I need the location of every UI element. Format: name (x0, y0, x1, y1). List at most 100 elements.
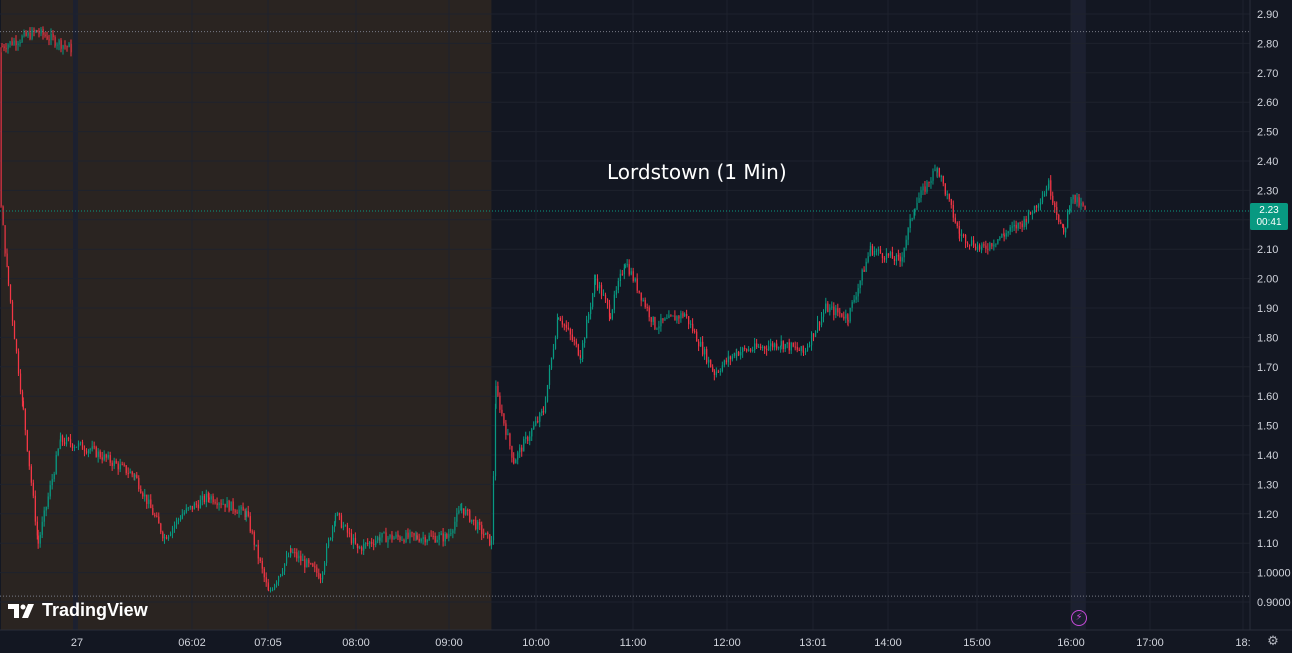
candle-body (9, 41, 11, 45)
x-tick-label: 27 (71, 637, 83, 649)
candle-body (903, 248, 905, 258)
candle-body (346, 525, 349, 533)
candle-body (733, 353, 736, 357)
candle-body (686, 313, 688, 317)
candle-body (727, 356, 730, 363)
candle-body (729, 356, 732, 360)
candle-body (700, 341, 702, 347)
candle-body (1041, 196, 1044, 203)
candle-body (642, 299, 644, 301)
y-tick-label: 2.10 (1257, 244, 1278, 256)
candle-body (696, 331, 698, 342)
candle-body (802, 346, 804, 352)
candle-body (835, 308, 837, 316)
candle-body (694, 331, 696, 333)
candle-body (36, 30, 38, 33)
candle-body (873, 250, 876, 255)
candle-body (501, 409, 503, 414)
candle-body (676, 316, 678, 321)
candle-body (1013, 224, 1015, 227)
candle-body (952, 204, 954, 218)
candle-body (527, 437, 529, 442)
candle-body (991, 243, 993, 247)
candle-body (73, 447, 76, 449)
candle-body (322, 572, 324, 580)
candle-body (632, 271, 634, 281)
candle-body (444, 533, 446, 542)
candle-body (304, 559, 306, 568)
candle-body (668, 315, 670, 319)
candle-body (1058, 214, 1060, 222)
lightning-icon[interactable]: ⚡ (1071, 610, 1087, 626)
candle-body (115, 460, 117, 464)
candle-body (61, 435, 64, 443)
candle-body (26, 430, 28, 451)
candle-body (33, 29, 35, 32)
candle-body (56, 44, 58, 46)
candle-body (596, 278, 599, 289)
candle-body (519, 447, 521, 453)
candle-body (428, 535, 430, 540)
candle-body (552, 348, 555, 358)
y-tick-label: 1.50 (1257, 421, 1278, 433)
candle-body (371, 542, 373, 544)
candle-body (1011, 226, 1013, 228)
candle-body (999, 237, 1001, 240)
y-tick-label: 2.80 (1257, 38, 1278, 50)
candle-body (19, 373, 22, 392)
candle-body (817, 321, 819, 331)
candle-body (290, 548, 292, 553)
candle-body (473, 519, 475, 521)
candle-body (418, 538, 420, 542)
x-tick-label: 07:05 (254, 637, 282, 649)
candle-body (563, 324, 565, 326)
candle-body (257, 544, 259, 559)
candle-body (944, 183, 946, 195)
candle-body (965, 235, 967, 244)
candle-body (678, 316, 680, 319)
tradingview-logo[interactable]: TradingView (8, 600, 148, 621)
candle-body (594, 278, 597, 281)
candle-body (363, 543, 365, 551)
candle-body (308, 559, 310, 564)
candle-body (706, 349, 708, 363)
candle-body (823, 312, 825, 317)
candle-body (916, 202, 918, 210)
candle-body (422, 537, 424, 539)
candle-body (638, 290, 640, 293)
candle-body (177, 519, 180, 521)
candle-body (758, 346, 760, 348)
candle-body (39, 534, 41, 544)
candle-body (680, 313, 682, 319)
candle-body (674, 315, 676, 321)
candle-body (477, 521, 479, 530)
candle-body (399, 536, 401, 541)
candle-body (47, 496, 49, 507)
candle-body (1054, 202, 1056, 208)
candle-body (936, 168, 938, 173)
y-tick-label: 1.20 (1257, 509, 1278, 521)
candle-body (65, 437, 68, 445)
candle-body (1082, 203, 1084, 206)
candle-body (318, 572, 320, 579)
candle-body (175, 519, 178, 525)
candle-body (91, 446, 93, 450)
candle-body (1017, 222, 1019, 229)
candle-body (987, 248, 989, 250)
y-tick-label: 1.40 (1257, 450, 1278, 462)
candle-body (1070, 199, 1072, 209)
candle-body (244, 510, 246, 518)
candle-body (881, 253, 884, 259)
gear-icon[interactable]: ⚙ (1267, 633, 1279, 648)
candle-body (27, 32, 29, 36)
y-tick-label: 2.70 (1257, 68, 1278, 80)
candle-body (66, 46, 68, 48)
candle-body (776, 343, 778, 349)
candle-body (397, 534, 399, 537)
candle-body (533, 425, 535, 430)
candle-body (611, 309, 614, 319)
candle-body (893, 258, 896, 262)
candle-body (150, 499, 152, 509)
